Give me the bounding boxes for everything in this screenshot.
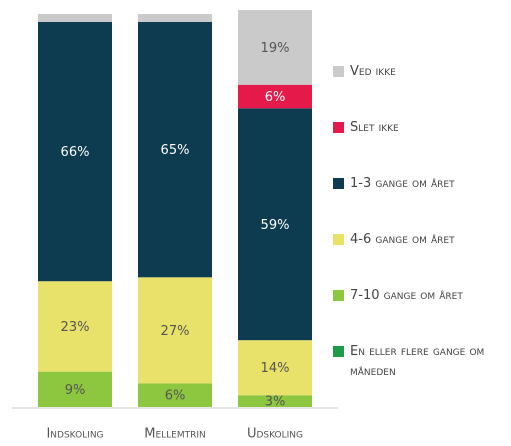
bar-segment [238, 108, 312, 341]
legend-swatch [333, 122, 344, 133]
legend-item: 4-6 gange om året [333, 230, 511, 250]
bar-segment [138, 21, 212, 278]
x-tick-label: Mellemtrin [144, 427, 206, 442]
legend-label: 1-3 gange om året [350, 176, 455, 191]
legend-swatch [333, 178, 344, 189]
legend-item: Slet ikke [333, 118, 511, 138]
bar-segment [138, 383, 212, 407]
data-label: 6% [165, 389, 186, 404]
bar-segment [38, 21, 112, 282]
bar-segment [238, 84, 312, 109]
legend-label: Ved ikke [350, 64, 396, 79]
x-tick-label: Indskoling [46, 427, 103, 442]
bar-segment [38, 14, 112, 22]
legend-item: En eller flere gange om måneden [333, 342, 511, 382]
bar-segment [38, 281, 112, 372]
legend-swatch [333, 234, 344, 245]
legend-label: Slet ikke [350, 120, 399, 135]
bar-segment [138, 277, 212, 384]
legend-label: 4-6 gange om året [350, 232, 455, 247]
data-label: 9% [65, 383, 86, 398]
legend-item: 1-3 gange om året [333, 174, 511, 194]
legend-label: 7-10 gange om året [350, 288, 463, 303]
bar-segment [238, 10, 312, 85]
data-label: 23% [61, 320, 90, 335]
x-tick-label: Udskoling [247, 427, 303, 442]
bar-segment [138, 14, 212, 22]
bar-segment [238, 340, 312, 396]
data-label: 66% [61, 145, 90, 160]
legend-label: En eller flere gange om måneden [350, 344, 485, 379]
data-label: 3% [265, 395, 286, 410]
data-label: 59% [261, 218, 290, 233]
bar-segment [38, 371, 112, 407]
legend-item: 7-10 gange om året [333, 286, 511, 306]
data-label: 19% [261, 41, 290, 56]
data-label: 6% [265, 90, 286, 105]
legend-swatch [333, 346, 344, 357]
data-label: 65% [161, 143, 190, 158]
legend-swatch [333, 290, 344, 301]
data-label: 27% [161, 324, 190, 339]
data-label: 14% [261, 361, 290, 376]
bar-segment [238, 395, 312, 407]
legend-item: Ved ikke [333, 62, 511, 82]
legend-swatch [333, 66, 344, 77]
